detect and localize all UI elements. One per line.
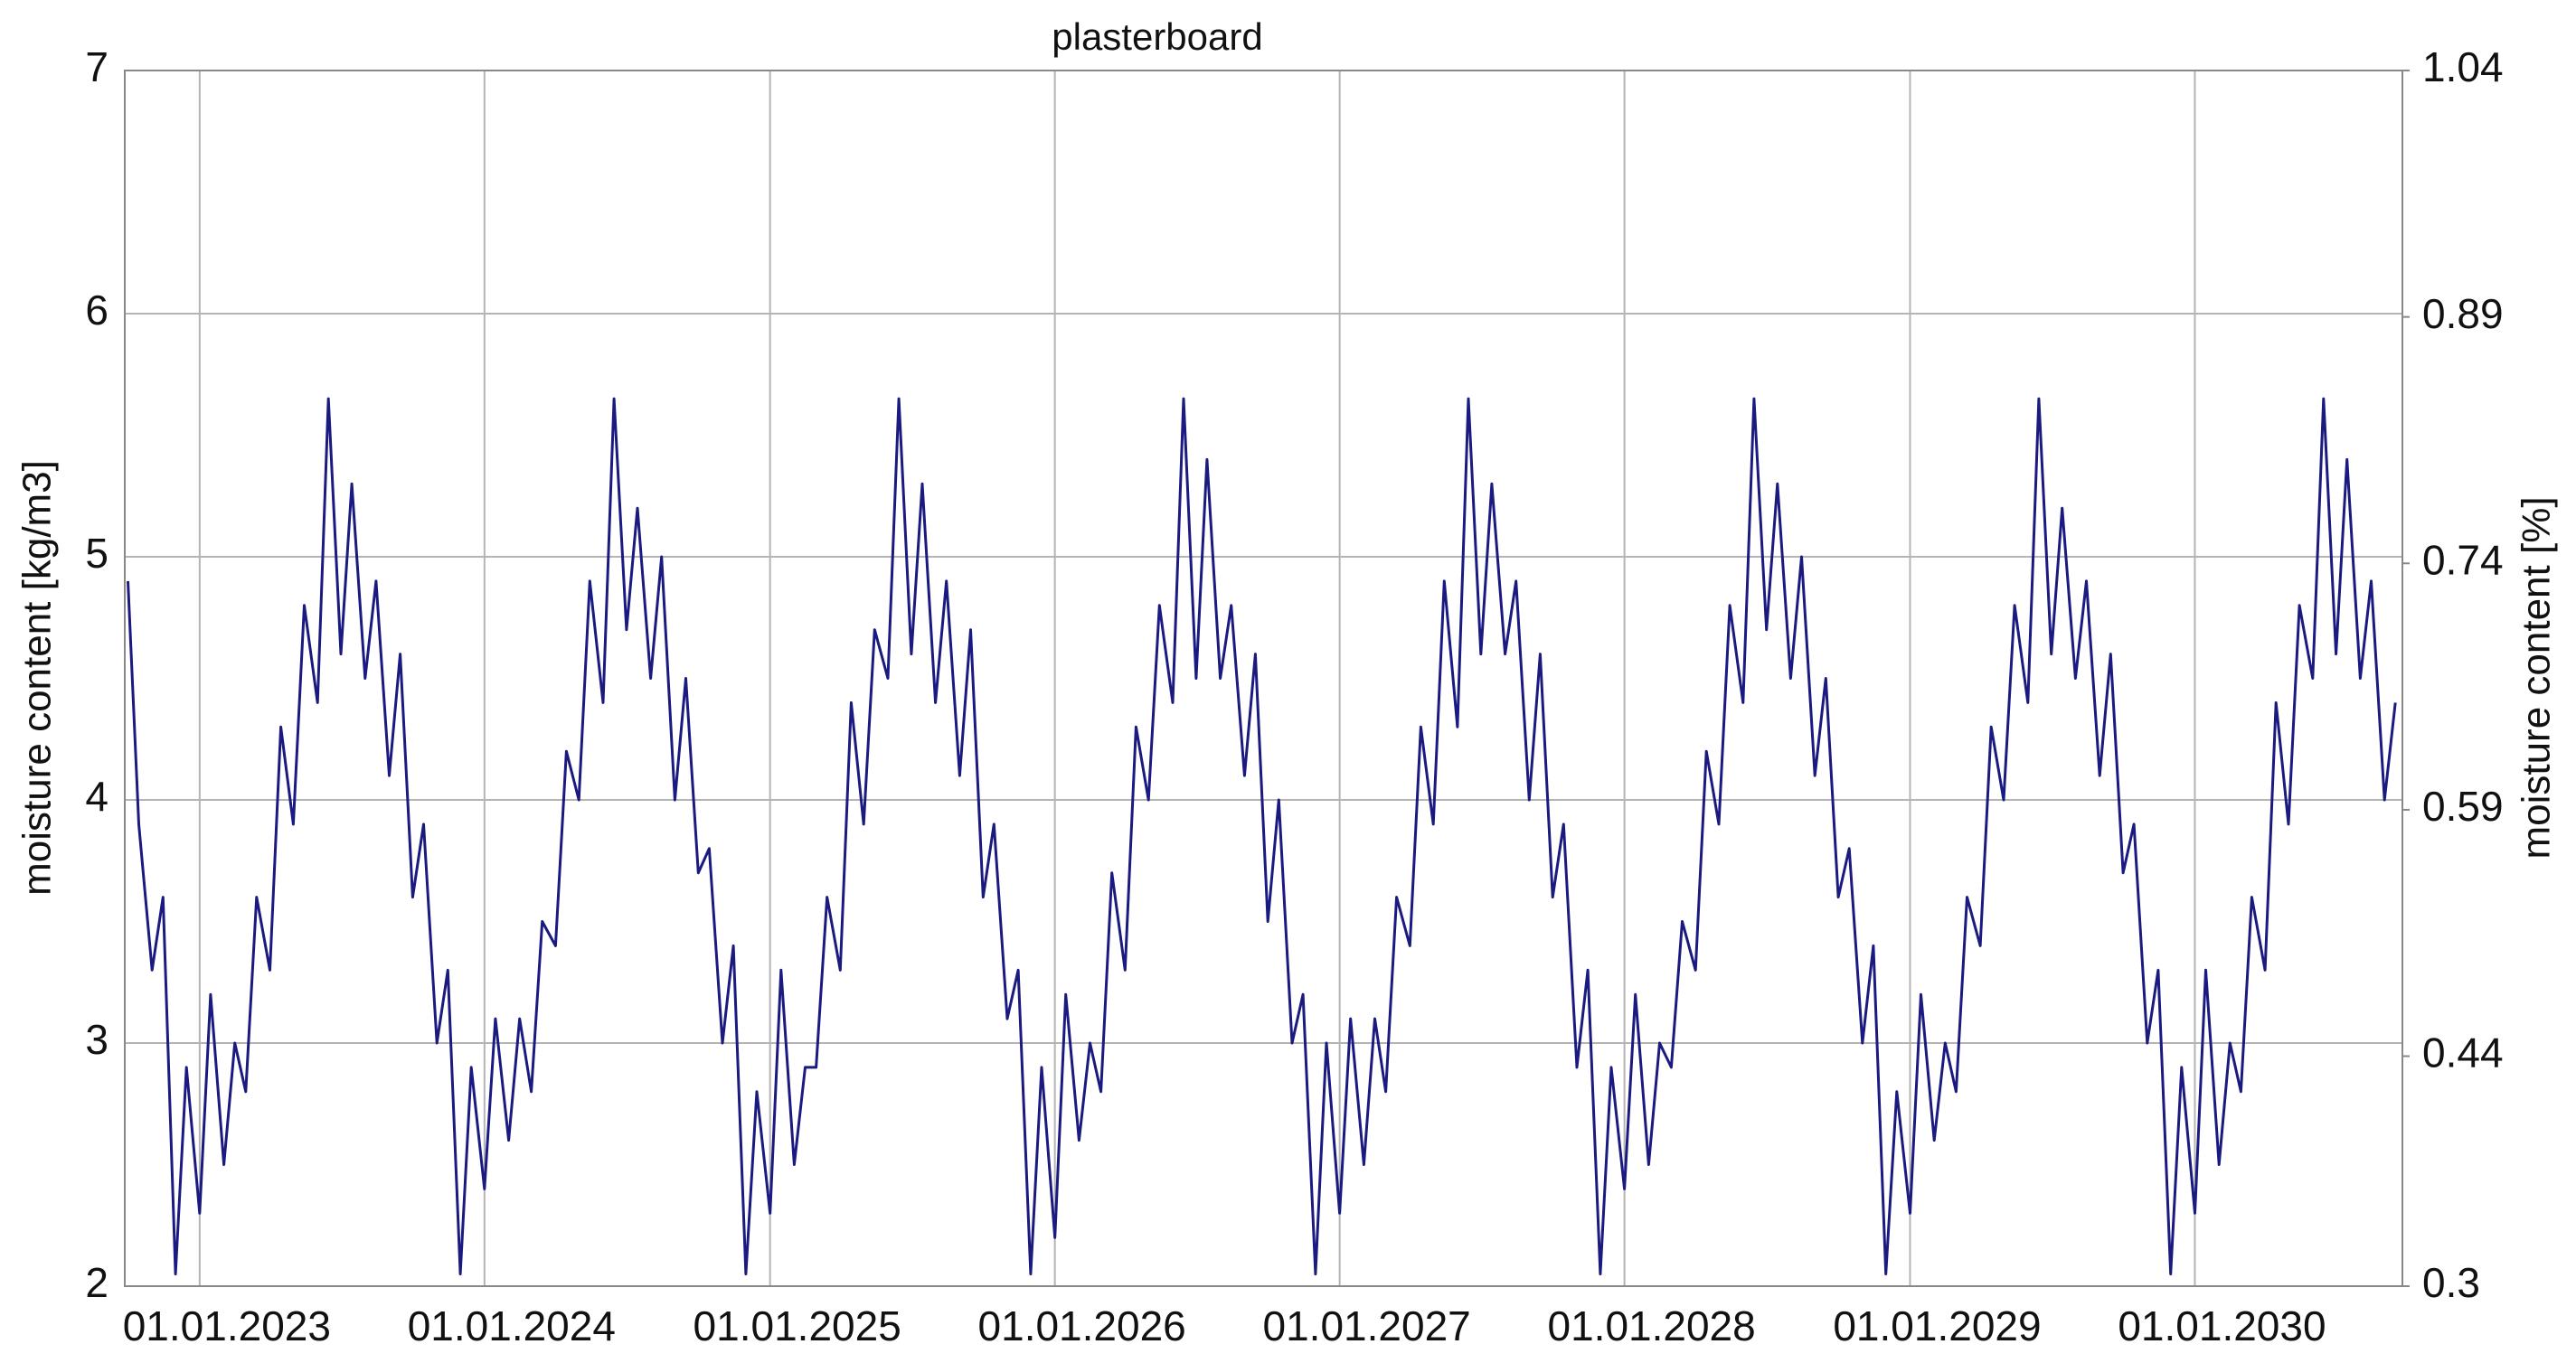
y-tick-label: 4 bbox=[85, 773, 109, 820]
x-tick-label: 01.01.2025 bbox=[694, 1302, 901, 1349]
y2-tick-label: 0.89 bbox=[2422, 290, 2504, 337]
x-tick-label: 01.01.2023 bbox=[123, 1302, 331, 1349]
data-line bbox=[127, 397, 2397, 1275]
x-tick-label: 01.01.2024 bbox=[408, 1302, 616, 1349]
chart-title: plasterboard bbox=[1052, 15, 1262, 58]
plot-frame bbox=[124, 70, 2403, 1287]
y-axis-label: moisture content [kg/m3] bbox=[15, 460, 60, 896]
y-tick-label: 3 bbox=[85, 1016, 109, 1063]
y2-tick-label: 1.04 bbox=[2422, 43, 2504, 90]
y2-tick-label: 0.44 bbox=[2422, 1029, 2504, 1076]
x-tick-label: 01.01.2026 bbox=[978, 1302, 1186, 1349]
y2-tick-label: 0.3 bbox=[2422, 1259, 2480, 1306]
x-tick-label: 01.01.2028 bbox=[1548, 1302, 1756, 1349]
y-tick-label: 2 bbox=[85, 1259, 109, 1306]
y-tick-label: 5 bbox=[85, 530, 109, 577]
y2-tick-label: 0.74 bbox=[2422, 536, 2504, 583]
x-tick-label: 01.01.2030 bbox=[2118, 1302, 2326, 1349]
y-tick-label: 6 bbox=[85, 287, 109, 334]
x-tick-label: 01.01.2027 bbox=[1263, 1302, 1471, 1349]
x-tick-label: 01.01.2029 bbox=[1833, 1302, 2041, 1349]
y-tick-label: 7 bbox=[85, 43, 109, 90]
y2-tick-label: 0.59 bbox=[2422, 783, 2504, 830]
y2-axis-label: moisture content [%] bbox=[2515, 496, 2559, 859]
